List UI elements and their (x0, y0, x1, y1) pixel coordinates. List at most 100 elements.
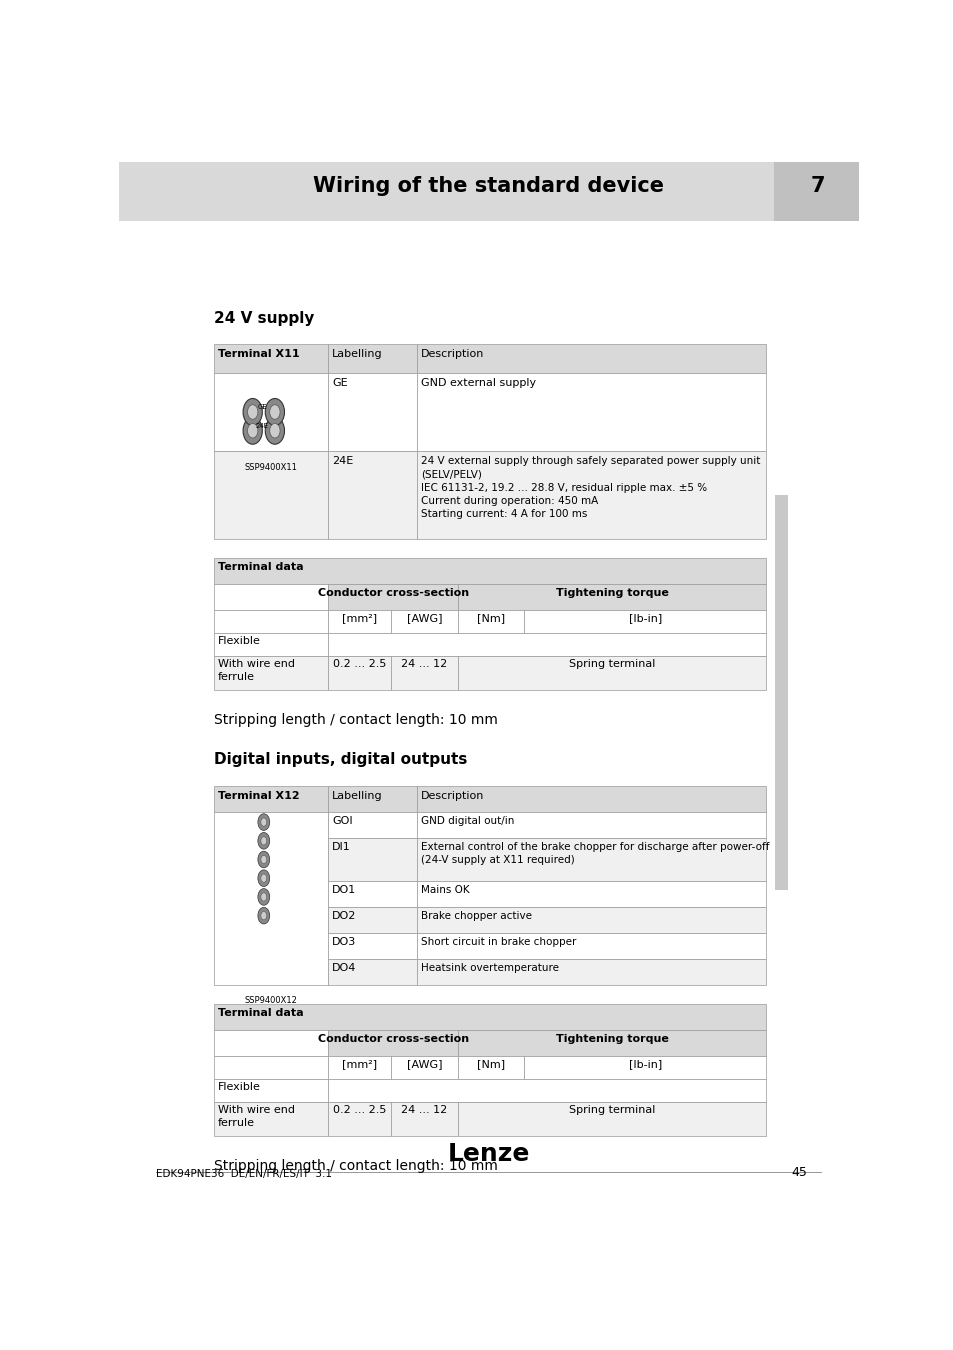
Circle shape (257, 888, 270, 906)
Text: 24 ... 12: 24 ... 12 (401, 1104, 447, 1115)
Text: Stripping length / contact length: 10 mm: Stripping length / contact length: 10 mm (213, 713, 497, 726)
Bar (213, 1056, 328, 1079)
Circle shape (243, 417, 262, 444)
Text: [lb-in]: [lb-in] (628, 613, 661, 624)
Text: Conductor cross-section: Conductor cross-section (317, 589, 468, 598)
Bar (457, 610, 524, 633)
Text: SSP9400X12: SSP9400X12 (245, 996, 297, 1004)
Circle shape (247, 405, 257, 420)
Bar (773, 162, 858, 221)
Circle shape (260, 873, 267, 883)
Bar (416, 907, 765, 933)
Text: GND external supply: GND external supply (420, 378, 536, 389)
Bar (213, 1079, 328, 1102)
Text: SSP9400X11: SSP9400X11 (245, 463, 297, 472)
Bar (774, 494, 787, 890)
Circle shape (265, 417, 284, 444)
Text: EDK94PNE36  DE/EN/FR/ES/IT  3.1: EDK94PNE36 DE/EN/FR/ES/IT 3.1 (156, 1169, 332, 1179)
Circle shape (260, 837, 267, 845)
Text: DO1: DO1 (332, 886, 356, 895)
Bar (328, 585, 457, 610)
Circle shape (260, 892, 267, 900)
Bar (328, 451, 416, 540)
Bar (328, 1056, 391, 1079)
Bar (213, 344, 328, 373)
Text: 0.2 ... 2.5: 0.2 ... 2.5 (333, 1104, 386, 1115)
Bar (328, 373, 416, 451)
Bar (328, 882, 416, 907)
Bar (416, 933, 765, 960)
Bar (213, 558, 765, 585)
Text: 24E: 24E (332, 456, 353, 466)
Bar (457, 656, 765, 690)
Text: Spring terminal: Spring terminal (568, 1104, 655, 1115)
Text: Lenze: Lenze (447, 1142, 530, 1166)
Text: GOI: GOI (332, 815, 353, 826)
Text: [lb-in]: [lb-in] (628, 1060, 661, 1069)
Bar (391, 610, 457, 633)
Text: With wire end
ferrule: With wire end ferrule (217, 659, 294, 682)
Bar (416, 960, 765, 985)
Bar (416, 811, 765, 838)
Text: Conductor cross-section: Conductor cross-section (317, 1034, 468, 1044)
Bar (416, 373, 765, 451)
Circle shape (243, 398, 262, 425)
Bar (328, 960, 416, 985)
Text: DI1: DI1 (332, 842, 351, 852)
Bar (416, 451, 765, 540)
Text: Digital inputs, digital outputs: Digital inputs, digital outputs (213, 752, 467, 767)
Bar (524, 1056, 765, 1079)
Circle shape (257, 814, 270, 830)
Text: 0.2 ... 2.5: 0.2 ... 2.5 (333, 659, 386, 668)
Text: Terminal data: Terminal data (217, 562, 303, 572)
Text: Labelling: Labelling (332, 350, 382, 359)
Bar (213, 633, 328, 656)
Text: 24E: 24E (255, 423, 269, 428)
Bar (416, 882, 765, 907)
Text: [AWG]: [AWG] (406, 613, 442, 624)
Bar (524, 610, 765, 633)
Bar (457, 1102, 765, 1135)
Text: Tightening torque: Tightening torque (555, 1034, 668, 1044)
Bar (328, 1079, 765, 1102)
Bar (328, 933, 416, 960)
Bar (328, 633, 765, 656)
Text: [Nm]: [Nm] (476, 613, 505, 624)
Text: GE: GE (257, 404, 267, 410)
Text: Description: Description (420, 791, 484, 801)
Text: [mm²]: [mm²] (342, 613, 377, 624)
Text: 24 ... 12: 24 ... 12 (401, 659, 447, 668)
Text: With wire end
ferrule: With wire end ferrule (217, 1104, 294, 1129)
Bar (328, 1030, 457, 1056)
Circle shape (257, 852, 270, 868)
Bar (457, 585, 765, 610)
Bar (213, 610, 328, 633)
Bar (213, 585, 328, 610)
Text: 45: 45 (791, 1165, 806, 1179)
Circle shape (265, 398, 284, 425)
Circle shape (257, 907, 270, 923)
Bar (328, 344, 416, 373)
Bar (391, 1102, 457, 1135)
Bar (328, 786, 416, 811)
Text: Spring terminal: Spring terminal (568, 659, 655, 668)
Text: Flexible: Flexible (217, 636, 260, 647)
Bar (213, 656, 328, 690)
Text: Flexible: Flexible (217, 1081, 260, 1092)
Circle shape (270, 405, 280, 420)
Circle shape (257, 833, 270, 849)
Circle shape (260, 911, 267, 919)
Bar (416, 344, 765, 373)
Bar (119, 162, 858, 221)
Bar (457, 1030, 765, 1056)
Text: Stripping length / contact length: 10 mm: Stripping length / contact length: 10 mm (213, 1158, 497, 1173)
Text: [Nm]: [Nm] (476, 1060, 505, 1069)
Text: DO2: DO2 (332, 911, 356, 922)
Text: Terminal X11: Terminal X11 (217, 350, 299, 359)
Text: Short circuit in brake chopper: Short circuit in brake chopper (420, 937, 576, 948)
Text: Mains OK: Mains OK (420, 886, 469, 895)
Bar (328, 1102, 391, 1135)
Bar (328, 811, 416, 838)
Text: GND digital out/in: GND digital out/in (420, 815, 514, 826)
Circle shape (260, 856, 267, 864)
